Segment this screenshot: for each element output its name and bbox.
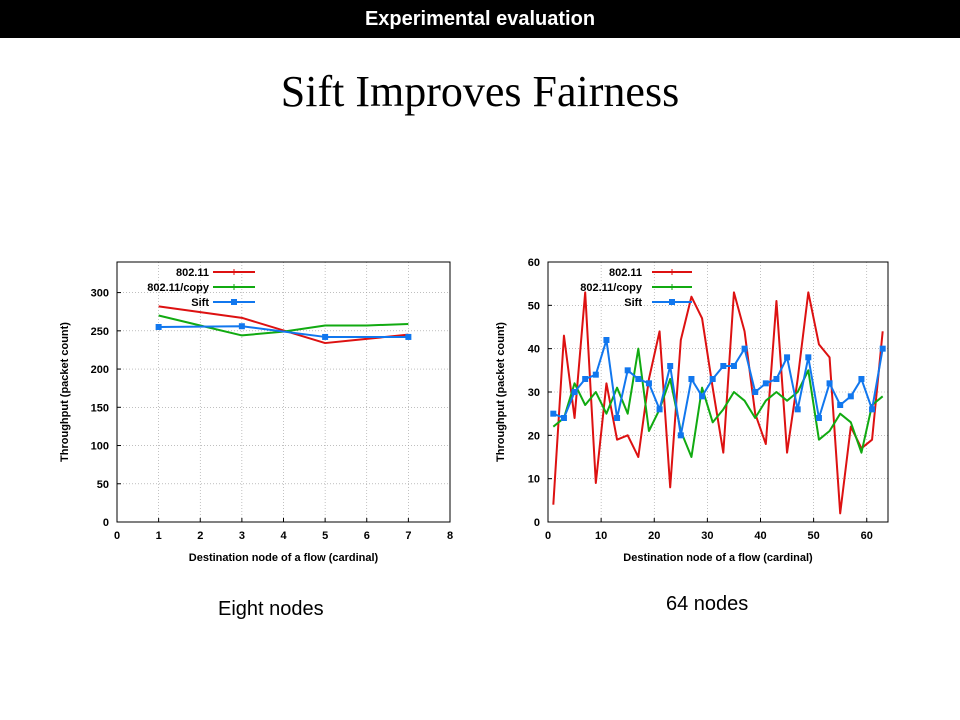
legend-label: 802.11 xyxy=(176,267,209,279)
data-point-blue xyxy=(784,354,791,361)
x-tick-label: 8 xyxy=(447,530,453,542)
caption-eight-nodes: Eight nodes xyxy=(218,598,324,620)
legend-marker-blue xyxy=(231,299,237,305)
y-axis-label: Throughput (packet count) xyxy=(59,322,71,462)
legend-label: 802.11/copy xyxy=(147,282,210,294)
x-tick-label: 0 xyxy=(114,530,120,542)
legend-marker-blue xyxy=(669,299,675,305)
x-tick-label: 0 xyxy=(545,530,551,542)
data-point-blue xyxy=(741,345,748,352)
y-tick-label: 0 xyxy=(103,517,109,529)
data-point-blue xyxy=(826,380,833,387)
x-axis-label: Destination node of a flow (cardinal) xyxy=(623,552,813,564)
x-tick-label: 2 xyxy=(197,530,203,542)
data-point-blue xyxy=(879,345,886,352)
x-tick-label: 60 xyxy=(861,530,873,542)
y-tick-label: 40 xyxy=(528,344,540,356)
y-tick-label: 20 xyxy=(528,430,540,442)
y-tick-label: 200 xyxy=(91,364,109,376)
section-label: Experimental evaluation xyxy=(364,8,596,30)
slide-title: Sift Improves Fairness xyxy=(280,67,680,116)
legend-label: Sift xyxy=(624,297,642,309)
x-tick-label: 3 xyxy=(239,530,245,542)
data-point-blue xyxy=(688,376,695,382)
data-point-blue xyxy=(592,371,599,378)
x-tick-label: 7 xyxy=(405,530,411,542)
y-tick-label: 300 xyxy=(91,288,109,300)
data-point-blue xyxy=(805,354,812,361)
chart-eight-nodes: 0 1 2 3 4 5 6 7 8 0 50 100 150 200 250 300 Destination n… xyxy=(59,261,453,564)
data-point-blue xyxy=(858,376,865,382)
x-tick-label: 5 xyxy=(322,530,328,542)
data-point-blue xyxy=(847,393,854,400)
data-point-blue xyxy=(677,432,684,439)
legend-label: Sift xyxy=(191,297,209,309)
data-point-blue xyxy=(762,380,769,387)
header-bar xyxy=(0,0,960,38)
data-point-blue xyxy=(869,406,876,413)
data-point-blue xyxy=(603,337,610,343)
data-point-blue xyxy=(709,376,716,382)
y-tick-label: 100 xyxy=(91,441,109,453)
data-point-blue xyxy=(238,323,245,330)
data-point-blue xyxy=(656,406,663,413)
x-tick-label: 6 xyxy=(364,530,370,542)
series-line-blue xyxy=(552,339,884,437)
y-tick-label: 60 xyxy=(528,257,540,269)
data-point-blue xyxy=(720,363,727,369)
chart-64-nodes: 0 10 20 30 40 50 60 0 10 20 30 40 50 60 Destination no… xyxy=(495,257,889,564)
y-tick-label: 50 xyxy=(97,479,109,491)
data-point-blue xyxy=(550,410,557,417)
y-tick-label: 250 xyxy=(91,326,109,338)
data-point-blue xyxy=(837,402,844,408)
data-point-blue xyxy=(752,389,759,395)
data-point-blue xyxy=(405,333,412,340)
data-point-blue xyxy=(794,406,801,413)
data-point-blue xyxy=(699,393,706,400)
data-point-blue xyxy=(730,363,737,369)
series-line-green xyxy=(552,347,884,458)
x-axis-label: Destination node of a flow (cardinal) xyxy=(189,552,379,564)
data-point-blue xyxy=(560,415,567,421)
data-point-blue xyxy=(571,389,578,395)
x-tick-label: 10 xyxy=(595,530,607,542)
x-tick-label: 4 xyxy=(280,530,287,542)
y-tick-label: 50 xyxy=(528,300,540,312)
legend-label: 802.11/copy xyxy=(580,282,643,294)
caption-64-nodes: 64 nodes xyxy=(666,593,749,615)
y-tick-label: 150 xyxy=(91,402,109,414)
y-tick-label: 0 xyxy=(534,517,540,529)
x-tick-label: 30 xyxy=(701,530,713,542)
series-line-red xyxy=(158,305,409,345)
y-axis-label: Throughput (packet count) xyxy=(495,322,507,462)
data-point-blue xyxy=(322,333,329,340)
x-tick-label: 40 xyxy=(754,530,766,542)
data-point-blue xyxy=(815,415,822,421)
x-tick-label: 1 xyxy=(156,530,162,542)
y-tick-label: 30 xyxy=(528,387,540,399)
data-point-blue xyxy=(155,324,162,330)
data-point-blue xyxy=(624,367,631,374)
x-tick-label: 20 xyxy=(648,530,660,542)
data-point-blue xyxy=(582,376,589,382)
x-tick-label: 50 xyxy=(808,530,820,542)
series-line-red xyxy=(552,291,884,515)
data-point-blue xyxy=(614,415,621,421)
data-point-blue xyxy=(645,380,652,387)
data-point-blue xyxy=(667,363,674,369)
data-point-blue xyxy=(635,376,642,382)
legend-label: 802.11 xyxy=(609,267,642,279)
y-tick-label: 10 xyxy=(528,474,540,486)
data-point-blue xyxy=(773,376,780,382)
series-line-blue xyxy=(158,325,409,338)
